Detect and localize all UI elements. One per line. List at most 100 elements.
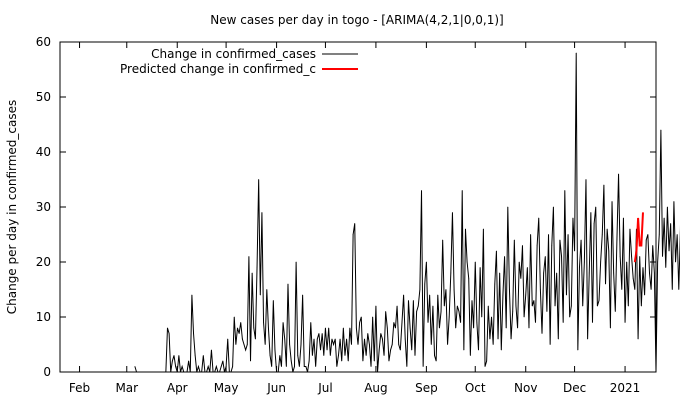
data-point (634, 261, 636, 263)
data-point (220, 366, 222, 367)
data-point (224, 371, 225, 373)
data-point (313, 338, 315, 340)
data-point (279, 355, 281, 356)
data-point (474, 261, 476, 263)
data-point (623, 217, 624, 219)
data-point (629, 228, 631, 230)
data-point (528, 327, 530, 329)
data-point (624, 322, 626, 323)
legend-label: Change in confirmed_cases (151, 47, 316, 61)
data-point (404, 338, 406, 340)
data-point (144, 371, 146, 373)
data-point (360, 316, 362, 318)
data-point (468, 278, 470, 279)
data-point (647, 234, 649, 235)
x-tick-label: May (214, 381, 239, 395)
data-point (207, 366, 209, 367)
data-point (329, 355, 331, 356)
data-point (603, 184, 605, 186)
data-point (342, 327, 344, 329)
data-point (289, 344, 291, 345)
data-point (390, 349, 391, 351)
y-tick-label: 40 (36, 145, 51, 159)
data-point (295, 261, 297, 263)
data-point (181, 366, 183, 367)
data-point (211, 349, 212, 351)
data-point (300, 344, 302, 345)
data-point (157, 371, 159, 373)
data-point (255, 338, 256, 340)
data-point (425, 261, 427, 263)
data-point (469, 355, 471, 356)
data-point (430, 344, 432, 345)
data-point (180, 371, 181, 373)
data-point (248, 256, 250, 257)
data-point (452, 212, 453, 213)
data-point (323, 355, 325, 356)
data-point (149, 371, 150, 373)
data-point (610, 327, 611, 329)
data-point (171, 360, 173, 362)
data-point (142, 371, 144, 373)
data-point (373, 360, 375, 362)
data-point (515, 305, 517, 307)
data-point (292, 371, 294, 373)
data-point (655, 371, 657, 373)
data-point (326, 349, 328, 351)
data-point (422, 366, 424, 367)
data-point (383, 355, 385, 356)
data-point (412, 300, 414, 301)
data-point (370, 366, 372, 367)
data-point (618, 173, 619, 175)
data-point (137, 371, 139, 373)
data-point (344, 355, 346, 356)
data-point (310, 322, 312, 323)
x-tick-label: Nov (514, 381, 537, 395)
series-line (134, 52, 680, 373)
y-tick-label: 60 (36, 35, 51, 49)
data-point (570, 305, 572, 307)
data-point (158, 371, 160, 373)
data-point (649, 272, 650, 274)
data-point (548, 234, 549, 235)
data-point (268, 327, 269, 329)
data-point (253, 327, 255, 329)
data-point (473, 327, 475, 329)
series-1 (633, 212, 644, 263)
data-point (595, 206, 597, 208)
data-point (636, 250, 637, 252)
data-point (523, 316, 525, 318)
data-point (367, 333, 369, 334)
data-point (536, 245, 538, 246)
x-tick-label: Oct (465, 381, 486, 395)
data-point (395, 327, 396, 329)
data-point (432, 305, 434, 307)
data-point (526, 267, 528, 268)
data-point (588, 272, 590, 274)
data-point (535, 322, 536, 323)
data-point (644, 294, 645, 296)
data-point (386, 327, 388, 329)
data-point (378, 349, 380, 351)
data-point (186, 371, 188, 373)
data-point (486, 360, 488, 362)
data-point (369, 344, 370, 345)
y-tick-label: 20 (36, 255, 51, 269)
data-point (201, 371, 203, 373)
data-point (281, 366, 282, 367)
data-point (272, 300, 274, 301)
data-point (637, 217, 639, 219)
data-point (349, 327, 351, 329)
data-point (271, 366, 273, 367)
data-point (411, 349, 413, 351)
data-point (551, 245, 553, 246)
data-point (580, 239, 582, 241)
data-point (167, 327, 168, 329)
data-point (416, 311, 418, 312)
data-point (250, 360, 251, 362)
data-point (458, 311, 460, 312)
data-point (385, 311, 387, 312)
data-point (518, 261, 520, 263)
